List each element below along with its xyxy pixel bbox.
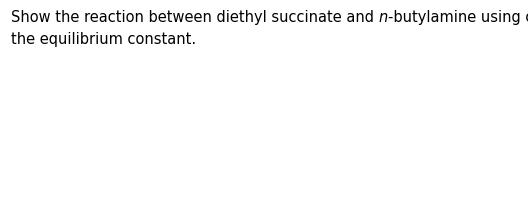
- Text: n: n: [379, 10, 388, 25]
- Text: -butylamine using curved arrows. Define: -butylamine using curved arrows. Define: [388, 10, 528, 25]
- Text: the equilibrium constant.: the equilibrium constant.: [11, 32, 196, 47]
- Text: Show the reaction between diethyl succinate and: Show the reaction between diethyl succin…: [11, 10, 379, 25]
